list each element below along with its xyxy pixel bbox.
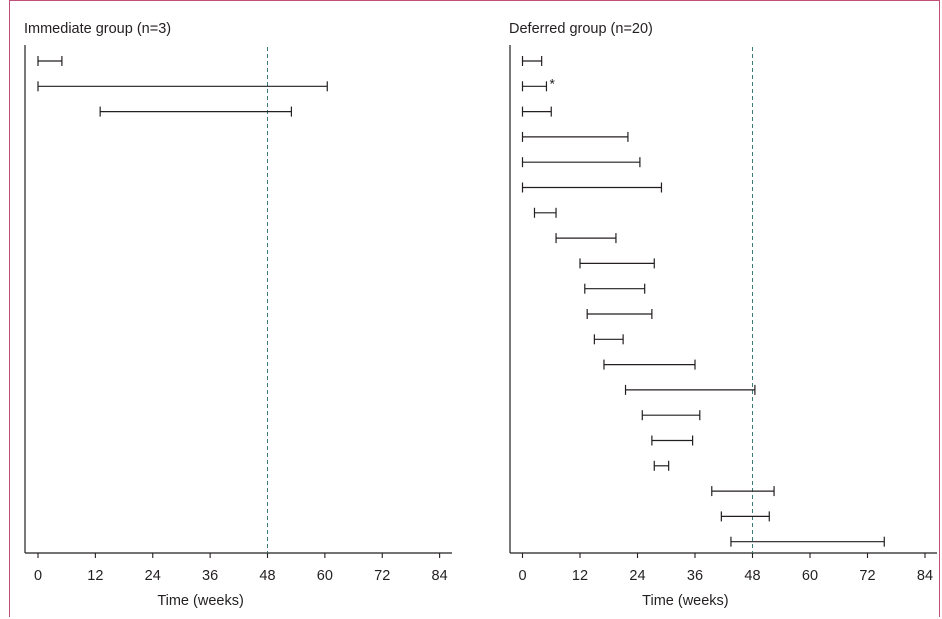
deferred-x-tick-label: 0 [518,568,526,584]
deferred-x-tick-label: 72 [859,568,875,584]
deferred-x-tick-label: 12 [572,568,588,584]
deferred-x-axis-label: Time (weeks) [642,593,728,609]
deferred-x-tick-label: 84 [917,568,933,584]
immediate-x-tick-label: 12 [87,568,103,584]
immediate-x-tick-label: 72 [374,568,390,584]
immediate-x-tick-label: 84 [432,568,448,584]
deferred-panel-title: Deferred group (n=20) [509,21,653,37]
immediate-x-tick-label: 48 [259,568,275,584]
immediate-x-tick-label: 24 [145,568,161,584]
deferred-x-tick-label: 24 [629,568,645,584]
immediate-x-tick-label: 36 [202,568,218,584]
immediate-x-axis-label: Time (weeks) [157,593,243,609]
deferred-x-tick-label: 36 [687,568,703,584]
deferred-interval-mark: * [549,75,555,91]
immediate-panel-title: Immediate group (n=3) [24,21,171,37]
immediate-x-tick-label: 0 [34,568,42,584]
deferred-x-tick-label: 60 [802,568,818,584]
immediate-x-tick-label: 60 [317,568,333,584]
deferred-x-tick-label: 48 [744,568,760,584]
